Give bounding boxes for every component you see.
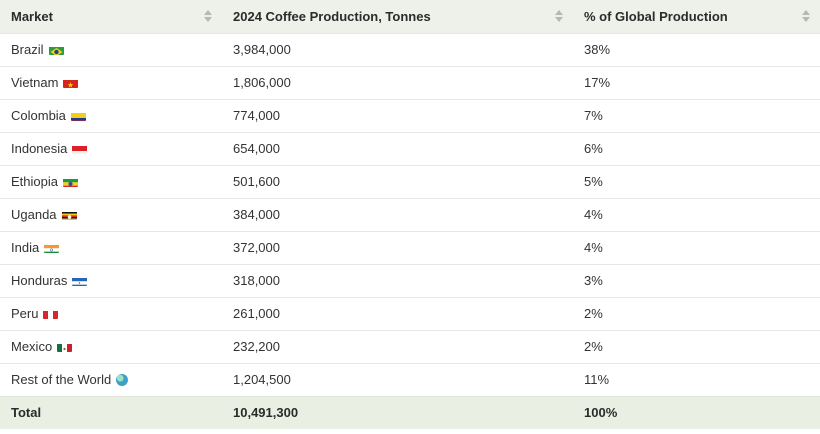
ethiopia-flag-icon (62, 177, 78, 187)
market-cell: Rest of the World (0, 363, 222, 396)
tonnes-cell: 774,000 (233, 108, 280, 123)
share-cell: 4% (584, 240, 603, 255)
tonnes-cell: 1,204,500 (233, 372, 291, 387)
indonesia-flag-icon (72, 144, 88, 154)
tonnes-cell: 261,000 (233, 306, 280, 321)
market-name: India (11, 240, 40, 255)
header-market-label: Market (11, 8, 53, 24)
header-market[interactable]: Market (0, 0, 222, 33)
market-name: Mexico (11, 339, 53, 354)
market-name: Brazil (11, 42, 44, 57)
share-cell: 38% (584, 42, 611, 57)
table-row: Honduras 318,000 3% (0, 264, 820, 297)
share-cell: 17% (584, 75, 611, 90)
total-tonnes: 10,491,300 (233, 405, 299, 421)
globe-icon (116, 374, 129, 386)
vietnam-flag-icon (63, 78, 79, 88)
market-name: Peru (11, 306, 39, 321)
header-tonnes-label: 2024 Coffee Production, Tonnes (233, 8, 431, 24)
header-share[interactable]: % of Global Production (573, 0, 820, 33)
sort-icon[interactable] (802, 10, 810, 23)
share-cell: 7% (584, 108, 603, 123)
sort-icon[interactable] (204, 10, 212, 23)
share-cell: 6% (584, 141, 603, 156)
tonnes-cell: 232,200 (233, 339, 280, 354)
brazil-flag-icon (48, 45, 64, 55)
table-row: Indonesia 654,000 6% (0, 132, 820, 165)
mexico-flag-icon (57, 342, 73, 352)
share-cell: 11% (584, 372, 610, 387)
total-share: 100% (584, 405, 618, 421)
market-cell: Uganda (0, 198, 222, 231)
table-row: Mexico 232,200 2% (0, 330, 820, 363)
table-row: Peru 261,000 2% (0, 297, 820, 330)
honduras-flag-icon (72, 276, 88, 286)
share-cell: 3% (584, 273, 603, 288)
tonnes-cell: 1,806,000 (233, 75, 291, 90)
table-total-row: Total 10,491,300 100% (0, 396, 820, 429)
tonnes-cell: 384,000 (233, 207, 280, 222)
market-cell: India (0, 231, 222, 264)
tonnes-cell: 372,000 (233, 240, 280, 255)
market-cell: Brazil (0, 33, 222, 66)
peru-flag-icon (43, 309, 59, 319)
uganda-flag-icon (61, 210, 77, 220)
market-cell: Honduras (0, 264, 222, 297)
market-cell: Mexico (0, 330, 222, 363)
market-name: Rest of the World (11, 372, 112, 387)
table-row: Ethiopia 501,600 5% (0, 165, 820, 198)
market-name: Honduras (11, 273, 68, 288)
header-share-label: % of Global Production (584, 8, 728, 24)
table-row: Rest of the World 1,204,500 11% (0, 363, 820, 396)
market-cell: Peru (0, 297, 222, 330)
tonnes-cell: 501,600 (233, 174, 280, 189)
share-cell: 5% (584, 174, 603, 189)
table-row: Brazil 3,984,000 38% (0, 33, 820, 66)
market-cell: Colombia (0, 99, 222, 132)
table-row: Uganda 384,000 4% (0, 198, 820, 231)
market-name: Ethiopia (11, 174, 58, 189)
sort-icon[interactable] (555, 10, 563, 23)
market-name: Uganda (11, 207, 57, 222)
colombia-flag-icon (70, 111, 86, 121)
table-header-row: Market 2024 Coffee Production, Tonnes % … (0, 0, 820, 33)
table-row: India 372,000 4% (0, 231, 820, 264)
table-row: Vietnam 1,806,000 17% (0, 66, 820, 99)
india-flag-icon (44, 243, 60, 253)
tonnes-cell: 318,000 (233, 273, 280, 288)
share-cell: 2% (584, 339, 603, 354)
market-name: Vietnam (11, 75, 59, 90)
header-tonnes[interactable]: 2024 Coffee Production, Tonnes (222, 0, 573, 33)
market-cell: Ethiopia (0, 165, 222, 198)
market-name: Colombia (11, 108, 66, 123)
share-cell: 2% (584, 306, 603, 321)
table-row: Colombia 774,000 7% (0, 99, 820, 132)
market-name: Indonesia (11, 141, 68, 156)
share-cell: 4% (584, 207, 603, 222)
tonnes-cell: 3,984,000 (233, 42, 291, 57)
market-cell: Vietnam (0, 66, 222, 99)
total-label: Total (11, 405, 42, 421)
market-cell: Indonesia (0, 132, 222, 165)
tonnes-cell: 654,000 (233, 141, 280, 156)
